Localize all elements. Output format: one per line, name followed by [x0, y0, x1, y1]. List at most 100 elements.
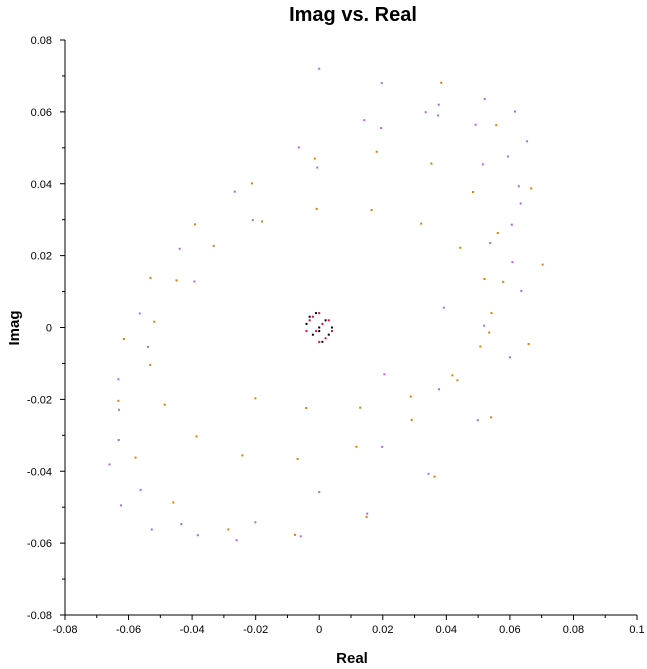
data-point	[251, 219, 254, 222]
x-axis-title: Real	[336, 650, 368, 667]
data-point	[311, 333, 314, 336]
data-point	[438, 388, 441, 391]
data-point	[321, 340, 324, 343]
data-point	[440, 81, 443, 84]
data-point	[359, 406, 362, 409]
data-point	[139, 488, 142, 491]
data-point	[363, 119, 366, 122]
y-tick-label: -0.02	[27, 394, 52, 406]
x-tick-label: 0.1	[629, 624, 644, 636]
data-point	[233, 190, 236, 193]
data-point	[195, 435, 198, 438]
y-tick-label: -0.06	[27, 538, 52, 550]
data-point	[180, 523, 183, 526]
data-point	[193, 280, 196, 283]
data-point	[530, 187, 533, 190]
data-point	[146, 345, 149, 348]
data-point	[318, 330, 321, 333]
y-tick-label: 0.04	[31, 179, 52, 191]
data-point	[490, 312, 493, 315]
data-point	[321, 322, 324, 325]
y-tick-label: -0.08	[27, 610, 52, 622]
data-point	[375, 150, 378, 153]
data-point	[451, 374, 454, 377]
data-point	[149, 276, 152, 279]
data-point	[294, 533, 297, 536]
x-tick-label: -0.08	[52, 624, 77, 636]
data-point	[424, 111, 427, 114]
data-point	[381, 445, 384, 448]
series-0	[108, 67, 529, 542]
data-point	[517, 185, 520, 188]
data-point	[315, 312, 318, 315]
data-point	[318, 67, 321, 70]
y-axis-title: Imag	[6, 310, 23, 345]
data-point	[318, 491, 321, 494]
data-point	[506, 155, 509, 158]
data-point	[250, 182, 253, 185]
data-point	[118, 408, 121, 411]
data-point	[318, 312, 321, 315]
data-point	[235, 539, 238, 542]
data-point	[410, 418, 413, 421]
data-point	[117, 438, 120, 441]
data-point	[510, 223, 513, 226]
y-axis-ticks: -0.08 -0.06 -0.04 -0.02 0 0.02 0.04 0.06 0.08	[27, 35, 65, 622]
data-point	[483, 277, 486, 280]
data-point	[366, 512, 369, 515]
data-point	[365, 515, 368, 518]
data-point	[254, 521, 257, 524]
data-point	[227, 528, 230, 531]
x-tick-label: 0	[316, 624, 322, 636]
data-point	[122, 338, 125, 340]
data-point	[459, 246, 462, 249]
data-point	[327, 319, 330, 322]
data-point	[305, 322, 308, 325]
data-point	[476, 419, 479, 422]
data-point	[526, 140, 529, 143]
y-tick-label: 0.02	[31, 251, 52, 263]
data-point	[442, 306, 445, 309]
data-point	[520, 289, 523, 292]
data-point	[483, 324, 486, 327]
data-point	[456, 379, 459, 382]
data-point	[330, 326, 333, 329]
data-point	[305, 330, 308, 333]
data-point	[296, 458, 299, 461]
data-point	[437, 103, 440, 106]
data-point	[318, 326, 321, 329]
data-point	[315, 330, 318, 333]
data-point	[299, 535, 302, 538]
data-point	[495, 124, 498, 127]
data-point	[437, 114, 440, 117]
data-point	[541, 263, 544, 266]
data-point	[479, 345, 482, 348]
data-point	[297, 146, 300, 149]
data-point	[511, 261, 514, 264]
data-point	[315, 207, 318, 210]
data-point	[134, 456, 137, 459]
data-point	[502, 280, 505, 283]
series-1	[117, 81, 544, 536]
data-point	[496, 231, 499, 234]
data-point	[163, 403, 166, 406]
data-point	[308, 315, 311, 318]
data-point	[330, 330, 333, 333]
data-point	[117, 378, 120, 381]
chart-title: Imag vs. Real	[289, 4, 417, 26]
data-point	[380, 82, 383, 85]
x-tick-label: -0.04	[180, 624, 205, 636]
series-3	[305, 312, 333, 343]
data-point	[175, 279, 178, 282]
x-tick-label: 0.02	[372, 624, 393, 636]
data-point	[327, 333, 330, 336]
data-point	[149, 363, 152, 366]
y-tick-label: 0.06	[31, 107, 52, 119]
data-point	[212, 244, 215, 247]
data-point	[153, 320, 156, 323]
data-point	[483, 97, 486, 100]
y-tick-label: 0.08	[31, 35, 52, 47]
data-point	[430, 162, 433, 165]
data-point	[383, 373, 386, 376]
